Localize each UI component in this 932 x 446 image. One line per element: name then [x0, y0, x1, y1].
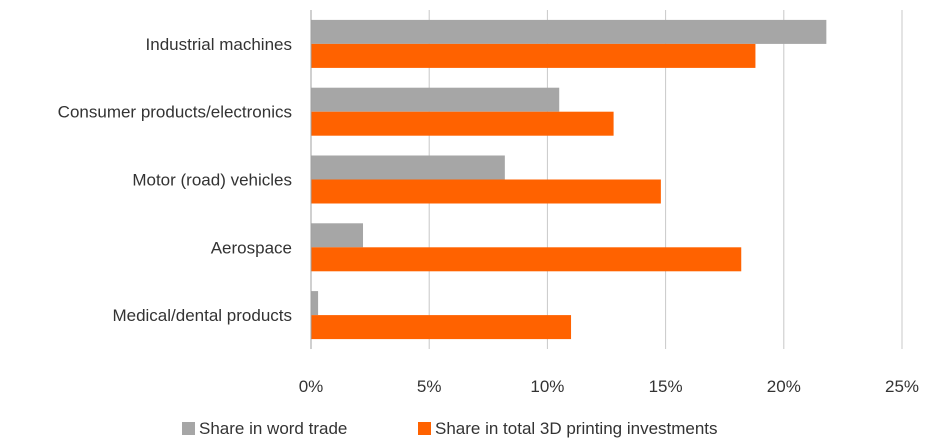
- bar: [311, 223, 364, 248]
- bar: [311, 291, 319, 316]
- bar: [311, 87, 560, 112]
- legend: Share in word trade Share in total 3D pri…: [182, 419, 718, 438]
- bar: [311, 247, 742, 272]
- category-label: Consumer products/electronics: [58, 103, 292, 122]
- x-tick-label: 20%: [767, 377, 801, 396]
- x-tick-label: 5%: [417, 377, 442, 396]
- x-tick-label: 25%: [885, 377, 919, 396]
- category-label: Motor (road) vehicles: [132, 171, 292, 190]
- bar: [311, 179, 661, 204]
- x-tick-label: 0%: [299, 377, 324, 396]
- category-label: Aerospace: [211, 238, 292, 257]
- legend-swatch: [418, 422, 431, 435]
- category-label: Medical/dental products: [112, 306, 292, 325]
- bar: [311, 43, 756, 68]
- legend-label: Share in word trade: [199, 419, 347, 438]
- bars: [311, 19, 827, 340]
- bar: [311, 111, 614, 136]
- x-tick-labels: 0% 5% 10% 15% 20% 25%: [299, 377, 919, 396]
- legend-label: Share in total 3D printing investments: [435, 419, 718, 438]
- bar: [311, 315, 572, 340]
- x-tick-label: 10%: [530, 377, 564, 396]
- category-labels: Industrial machines Consumer products/ele…: [58, 35, 292, 325]
- legend-swatch: [182, 422, 195, 435]
- category-label: Industrial machines: [146, 35, 292, 54]
- x-tick-label: 15%: [649, 377, 683, 396]
- bar: [311, 19, 827, 44]
- bar: [311, 155, 505, 180]
